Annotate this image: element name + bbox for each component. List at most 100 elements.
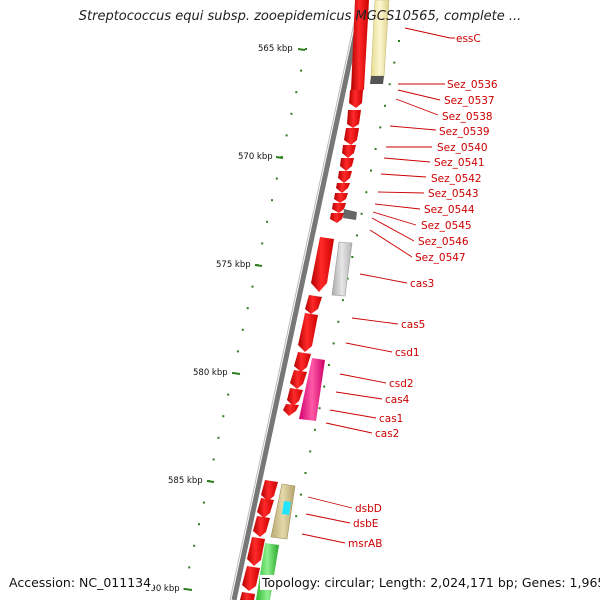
tick-dot xyxy=(222,415,225,418)
tick-dot xyxy=(355,234,358,237)
gene-labels: essC Sez_0536 Sez_0537 Sez_0538 Sez_0539… xyxy=(348,33,498,550)
tick-dot xyxy=(351,256,354,258)
tick-dot xyxy=(251,285,254,288)
gene-label-essC: essC xyxy=(456,33,481,45)
gene-cas5 xyxy=(305,295,322,314)
gene-cas3-grey xyxy=(331,241,353,297)
gene-sez-d xyxy=(342,145,356,158)
gene-label-cas2: cas2 xyxy=(375,428,399,440)
gene-label-msrAB: msrAB xyxy=(348,538,382,550)
tick-dot xyxy=(379,126,382,129)
gene-label-sez0544: Sez_0544 xyxy=(424,204,475,216)
gene-label-cas5: cas5 xyxy=(401,319,425,331)
gene-label-sez0542: Sez_0542 xyxy=(431,173,482,185)
gene-sez-g xyxy=(336,183,350,193)
tick-dot xyxy=(305,48,307,50)
gene-sez-a xyxy=(349,90,363,108)
tick-dot xyxy=(332,342,335,345)
gene-label-csd1: csd1 xyxy=(395,347,420,359)
tick-dot xyxy=(365,191,368,194)
gene-grey-small xyxy=(370,76,384,84)
tick-dot xyxy=(285,134,288,137)
tick-dot xyxy=(327,364,330,366)
tick-label-565: 565 kbp xyxy=(258,44,293,54)
genome-title: Streptococcus equi subsp. zooepidemicus … xyxy=(78,9,522,24)
accession-text: Accession: NC_011134 xyxy=(7,575,154,590)
tick-dot xyxy=(290,112,293,115)
gene-cyan xyxy=(282,501,291,515)
tick-dot xyxy=(374,148,377,150)
tick-dot xyxy=(300,69,303,72)
gene-msrAB xyxy=(253,516,270,537)
tick-dot xyxy=(360,212,363,215)
tick-label-575: 575 kbp xyxy=(216,260,251,270)
tick-dot xyxy=(370,169,372,172)
gene-cas1 xyxy=(287,388,303,406)
gene-csd2 xyxy=(294,352,311,372)
gene-label-sez0545: Sez_0545 xyxy=(421,220,472,232)
tick-dot xyxy=(266,220,269,223)
tick-dot xyxy=(313,428,316,431)
gene-sez-h xyxy=(334,193,348,203)
gene-sez-j xyxy=(330,213,344,223)
gene-label-sez0536: Sez_0536 xyxy=(447,79,498,91)
gene-label-sez0547: Sez_0547 xyxy=(415,252,466,264)
gene-csd1 xyxy=(298,313,318,352)
tick-dot xyxy=(304,472,307,474)
gene-label-sez0540: Sez_0540 xyxy=(437,142,488,154)
kbp-ticks: 565 kbp 570 kbp 575 kbp 580 kbp 585 kbp … xyxy=(145,44,306,594)
tick-dot xyxy=(193,544,196,547)
tick-dot xyxy=(393,61,396,64)
tick-dot xyxy=(323,385,326,388)
tick-dot xyxy=(295,515,298,518)
tick-dot xyxy=(241,328,244,331)
gene-features xyxy=(240,0,390,600)
tick-label-570: 570 kbp xyxy=(238,152,273,162)
tick-dot xyxy=(198,523,200,526)
gene-sez-e xyxy=(340,158,354,171)
tick-label-580: 580 kbp xyxy=(193,368,228,378)
gene-label-dsbE: dsbE xyxy=(353,518,378,530)
gene-cas2 xyxy=(283,404,299,416)
gene-label-sez0539: Sez_0539 xyxy=(439,126,490,138)
tick-dot xyxy=(309,450,312,453)
gene-sez-f xyxy=(338,171,352,183)
gene-label-csd2: csd2 xyxy=(389,378,414,390)
genome-summary: Topology: circular; Length: 2,024,171 bp… xyxy=(260,575,600,590)
gene-pink-csd xyxy=(299,358,325,421)
gene-grey-sez xyxy=(343,209,357,220)
genome-backbone xyxy=(231,0,366,600)
tick-dot xyxy=(183,588,186,590)
gene-label-sez0541: Sez_0541 xyxy=(434,157,485,169)
gene-red-top xyxy=(351,0,369,90)
genome-backbone-inner xyxy=(229,0,360,600)
gene-red-bottom-b xyxy=(242,566,260,591)
gene-cas4 xyxy=(290,370,307,389)
tick-label-590: 590 kbp xyxy=(145,584,180,594)
gene-sez-b xyxy=(347,110,361,128)
tick-dot xyxy=(398,40,400,42)
tick-dot xyxy=(261,242,264,245)
tick-label-585: 585 kbp xyxy=(168,476,203,486)
tick-dot xyxy=(337,320,340,323)
tick-dot xyxy=(384,104,386,107)
gene-sez-c xyxy=(344,128,359,145)
tick-dot xyxy=(295,91,298,94)
gene-label-sez0537: Sez_0537 xyxy=(444,95,495,107)
tick-dot xyxy=(341,299,344,302)
gene-label-sez0546: Sez_0546 xyxy=(418,236,469,248)
tick-dot xyxy=(271,199,273,202)
gene-dsbE xyxy=(257,498,274,518)
gene-label-sez0538: Sez_0538 xyxy=(442,111,493,123)
tick-dot xyxy=(236,350,239,353)
gene-label-sez0543: Sez_0543 xyxy=(428,188,479,200)
tick-dot xyxy=(388,83,391,86)
gene-label-dsbD: dsbD xyxy=(355,503,382,515)
tick-dot xyxy=(299,493,302,496)
tick-dot xyxy=(246,307,249,310)
gene-label-cas1: cas1 xyxy=(379,413,403,425)
tick-dot xyxy=(318,407,321,410)
gene-cas3-red xyxy=(311,237,334,292)
tick-dot xyxy=(212,458,215,461)
